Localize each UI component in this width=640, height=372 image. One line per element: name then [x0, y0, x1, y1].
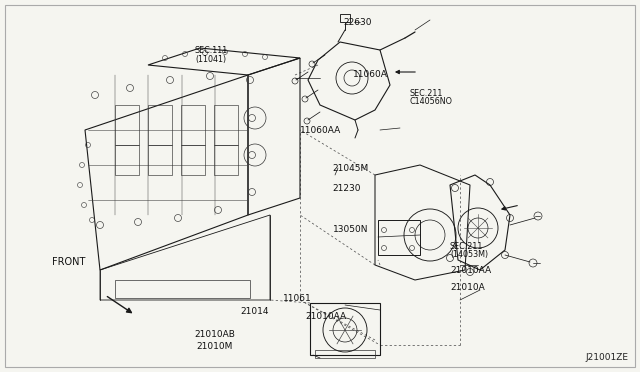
- Bar: [115, 145, 139, 175]
- Bar: [181, 145, 205, 175]
- Text: FRONT: FRONT: [52, 257, 86, 267]
- Bar: [214, 145, 238, 175]
- Text: C14056NO: C14056NO: [410, 97, 452, 106]
- Bar: [378, 220, 420, 255]
- Text: (14053M): (14053M): [450, 250, 488, 259]
- Text: 22630: 22630: [343, 18, 372, 27]
- Bar: [148, 105, 172, 145]
- Text: SEC.211: SEC.211: [450, 242, 483, 251]
- Text: (11041): (11041): [196, 55, 227, 64]
- Bar: [310, 303, 380, 355]
- Text: 11061: 11061: [284, 294, 312, 303]
- Bar: [115, 280, 250, 298]
- Text: 21010AA: 21010AA: [306, 312, 347, 321]
- Bar: [181, 105, 205, 145]
- Text: 13050N: 13050N: [333, 225, 368, 234]
- Text: J21001ZE: J21001ZE: [585, 353, 628, 362]
- Bar: [340, 14, 350, 22]
- Text: 21010M: 21010M: [196, 342, 232, 351]
- Text: 21230: 21230: [333, 185, 362, 193]
- Bar: [115, 105, 139, 145]
- Text: 21010AB: 21010AB: [194, 330, 235, 339]
- Bar: [315, 350, 375, 358]
- Bar: [214, 105, 238, 145]
- Text: 21014: 21014: [241, 307, 269, 316]
- Text: 21010A: 21010A: [450, 283, 484, 292]
- Text: 11060AA: 11060AA: [300, 126, 340, 135]
- Bar: [148, 145, 172, 175]
- Text: 21045M: 21045M: [333, 164, 369, 173]
- Text: SEC.111: SEC.111: [195, 46, 228, 55]
- Text: 11060A: 11060A: [353, 70, 388, 79]
- Text: SEC.211: SEC.211: [410, 89, 443, 98]
- Text: 21010AA: 21010AA: [450, 266, 491, 275]
